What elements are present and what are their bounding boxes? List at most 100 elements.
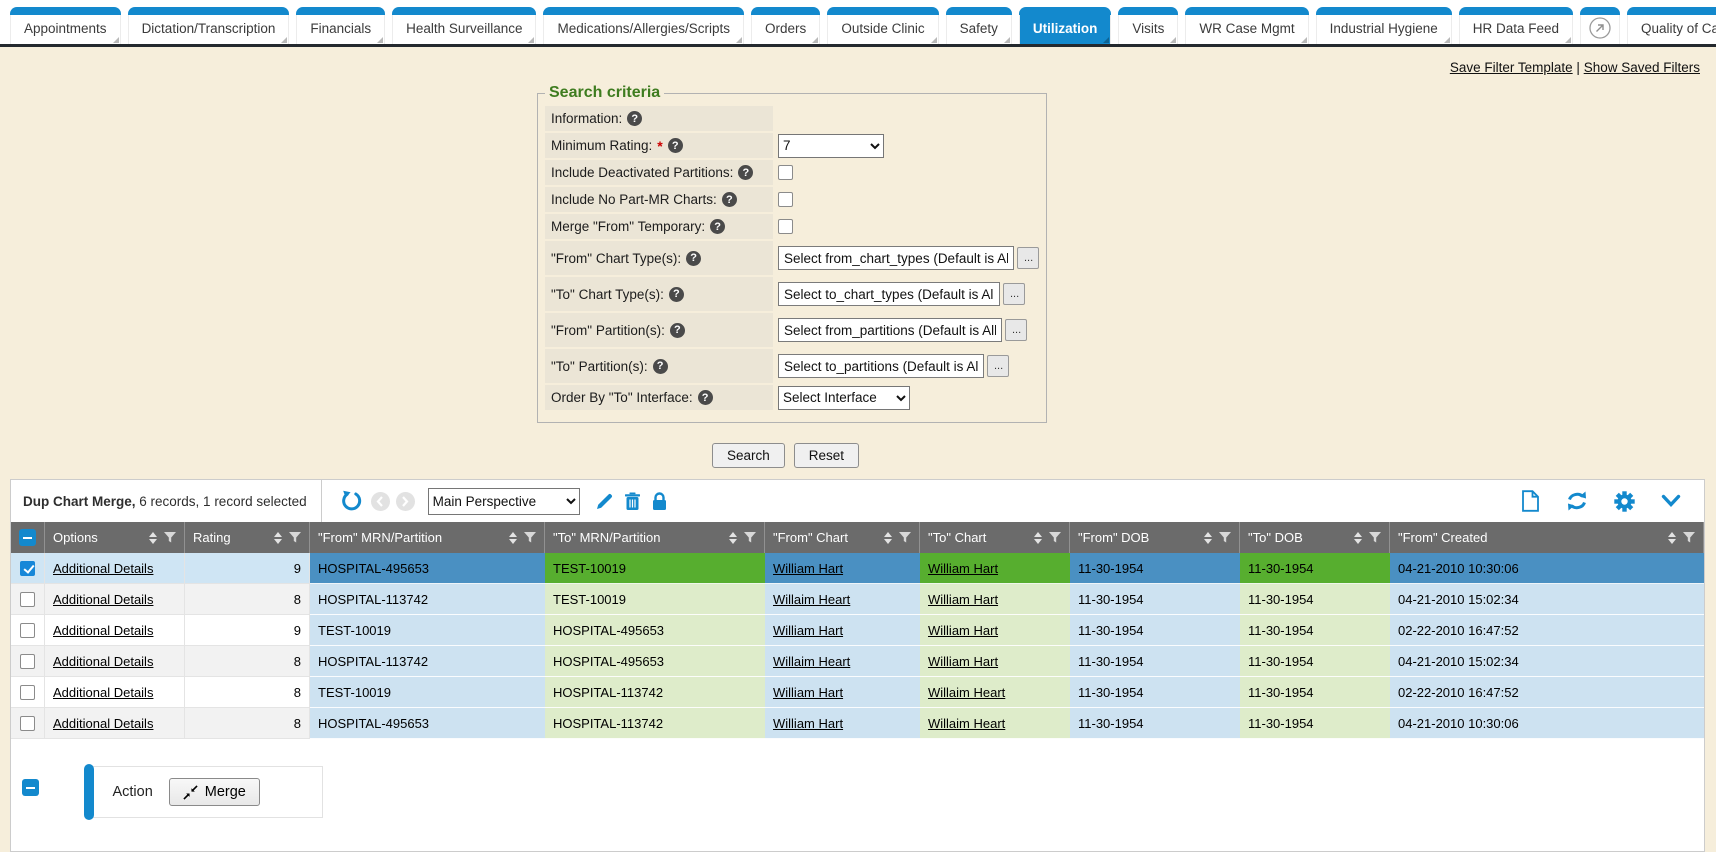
picker-input-from-chart-type-s[interactable]: [778, 246, 1014, 270]
help-icon[interactable]: [697, 390, 713, 405]
row-checkbox[interactable]: [20, 684, 35, 700]
filter-funnel-icon[interactable]: [899, 532, 911, 543]
column-header-options[interactable]: Options: [45, 522, 185, 553]
from-chart-link[interactable]: William Hart: [773, 684, 844, 700]
tab-utilization[interactable]: Utilization: [1018, 7, 1112, 44]
sort-icon[interactable]: [729, 531, 737, 544]
row-checkbox[interactable]: [20, 622, 35, 638]
tab-visits[interactable]: Visits: [1118, 7, 1179, 44]
checkbox-include-no-part-mr-charts[interactable]: [778, 192, 793, 207]
edit-pencil-icon[interactable]: [595, 492, 614, 511]
tab-orders[interactable]: Orders: [751, 7, 821, 44]
to-chart-link[interactable]: Willaim Heart: [928, 715, 1006, 731]
select-order-by-to-interface[interactable]: Select Interface: [778, 385, 910, 410]
additional-details-link[interactable]: Additional Details: [53, 684, 154, 700]
help-icon[interactable]: [669, 322, 685, 338]
help-icon[interactable]: [627, 111, 643, 126]
footer-collapse-minus-icon[interactable]: [22, 779, 39, 796]
filter-funnel-icon[interactable]: [164, 532, 176, 543]
column-header-from_created[interactable]: "From" Created: [1390, 522, 1704, 553]
select-minimum-rating[interactable]: 7: [778, 133, 884, 158]
tab-appointments[interactable]: Appointments: [10, 7, 121, 44]
picker-browse-button[interactable]: ...: [1017, 247, 1039, 269]
additional-details-link[interactable]: Additional Details: [53, 560, 154, 576]
additional-details-link[interactable]: Additional Details: [53, 653, 154, 669]
sort-icon[interactable]: [1354, 531, 1362, 544]
sort-icon[interactable]: [274, 531, 282, 544]
checkbox-merge-from-temporary[interactable]: [778, 219, 793, 234]
external-link-icon[interactable]: [1580, 7, 1621, 44]
save-filter-template-link[interactable]: Save Filter Template: [1449, 60, 1573, 75]
column-header-rating[interactable]: Rating: [185, 522, 310, 553]
tab-quality-of-care[interactable]: Quality of Care: [1627, 7, 1716, 44]
settings-gear-icon[interactable]: [1614, 490, 1635, 512]
picker-input-to-partition-s[interactable]: [778, 354, 984, 378]
help-icon[interactable]: [721, 192, 737, 207]
from-chart-link[interactable]: Willaim Heart: [773, 653, 851, 669]
filter-funnel-icon[interactable]: [1049, 532, 1061, 543]
perspective-select[interactable]: Main Perspective: [427, 487, 580, 515]
tab-medications-allergies-scripts[interactable]: Medications/Allergies/Scripts: [543, 7, 745, 44]
to-chart-link[interactable]: William Hart: [928, 591, 999, 607]
additional-details-link[interactable]: Additional Details: [53, 715, 154, 731]
column-header-to_mrn[interactable]: "To" MRN/Partition: [545, 522, 765, 553]
row-checkbox[interactable]: [20, 591, 35, 607]
checkbox-include-deactivated-partitions[interactable]: [778, 165, 793, 180]
new-document-icon[interactable]: [1521, 490, 1540, 512]
sort-icon[interactable]: [1034, 531, 1042, 544]
sort-icon[interactable]: [884, 531, 892, 544]
filter-funnel-icon[interactable]: [744, 532, 756, 543]
help-icon[interactable]: [667, 138, 683, 153]
from-chart-link[interactable]: Willaim Heart: [773, 591, 851, 607]
filter-funnel-icon[interactable]: [524, 532, 536, 543]
column-header-from_dob[interactable]: "From" DOB: [1070, 522, 1240, 553]
picker-browse-button[interactable]: ...: [1005, 319, 1027, 341]
reset-button[interactable]: Reset: [793, 443, 860, 468]
to-chart-link[interactable]: William Hart: [928, 560, 999, 576]
help-icon[interactable]: [686, 250, 702, 266]
filter-funnel-icon[interactable]: [289, 532, 301, 543]
next-page-icon[interactable]: [395, 491, 415, 511]
sort-icon[interactable]: [1668, 531, 1676, 544]
tab-outside-clinic[interactable]: Outside Clinic: [827, 7, 939, 44]
delete-trash-icon[interactable]: [624, 492, 641, 511]
tab-industrial-hygiene[interactable]: Industrial Hygiene: [1315, 7, 1452, 44]
picker-browse-button[interactable]: ...: [1003, 283, 1025, 305]
tab-health-surveillance[interactable]: Health Surveillance: [392, 7, 537, 44]
to-chart-link[interactable]: William Hart: [928, 653, 999, 669]
tab-dictation-transcription[interactable]: Dictation/Transcription: [127, 7, 290, 44]
additional-details-link[interactable]: Additional Details: [53, 622, 154, 638]
filter-funnel-icon[interactable]: [1219, 532, 1231, 543]
tab-financials[interactable]: Financials: [296, 7, 386, 44]
collapse-chevron-icon[interactable]: [1661, 494, 1681, 508]
help-icon[interactable]: [710, 219, 726, 234]
row-checkbox[interactable]: [20, 560, 35, 576]
to-chart-link[interactable]: Willaim Heart: [928, 684, 1006, 700]
sort-icon[interactable]: [149, 531, 157, 544]
row-checkbox[interactable]: [20, 715, 35, 731]
tab-hr-data-feed[interactable]: HR Data Feed: [1458, 7, 1574, 44]
refresh-icon[interactable]: [1566, 491, 1588, 511]
from-chart-link[interactable]: William Hart: [773, 715, 844, 731]
filter-funnel-icon[interactable]: [1683, 532, 1695, 543]
help-icon[interactable]: [652, 358, 668, 374]
picker-input-from-partition-s[interactable]: [778, 318, 1002, 342]
help-icon[interactable]: [668, 286, 684, 302]
collapse-all-minus-icon[interactable]: [19, 529, 36, 546]
additional-details-link[interactable]: Additional Details: [53, 591, 154, 607]
column-header-from_mrn[interactable]: "From" MRN/Partition: [310, 522, 545, 553]
merge-button[interactable]: Merge: [168, 778, 260, 806]
tab-safety[interactable]: Safety: [945, 7, 1013, 44]
filter-funnel-icon[interactable]: [1369, 532, 1381, 543]
to-chart-link[interactable]: William Hart: [928, 622, 999, 638]
picker-browse-button[interactable]: ...: [987, 355, 1009, 377]
previous-page-icon[interactable]: [370, 491, 390, 511]
from-chart-link[interactable]: William Hart: [773, 560, 844, 576]
help-icon[interactable]: [738, 165, 754, 180]
row-checkbox[interactable]: [20, 653, 35, 669]
column-header-to_chart[interactable]: "To" Chart: [920, 522, 1070, 553]
lock-icon[interactable]: [651, 491, 668, 511]
search-button[interactable]: Search: [711, 443, 785, 468]
picker-input-to-chart-type-s[interactable]: [778, 282, 1000, 306]
from-chart-link[interactable]: William Hart: [773, 622, 844, 638]
